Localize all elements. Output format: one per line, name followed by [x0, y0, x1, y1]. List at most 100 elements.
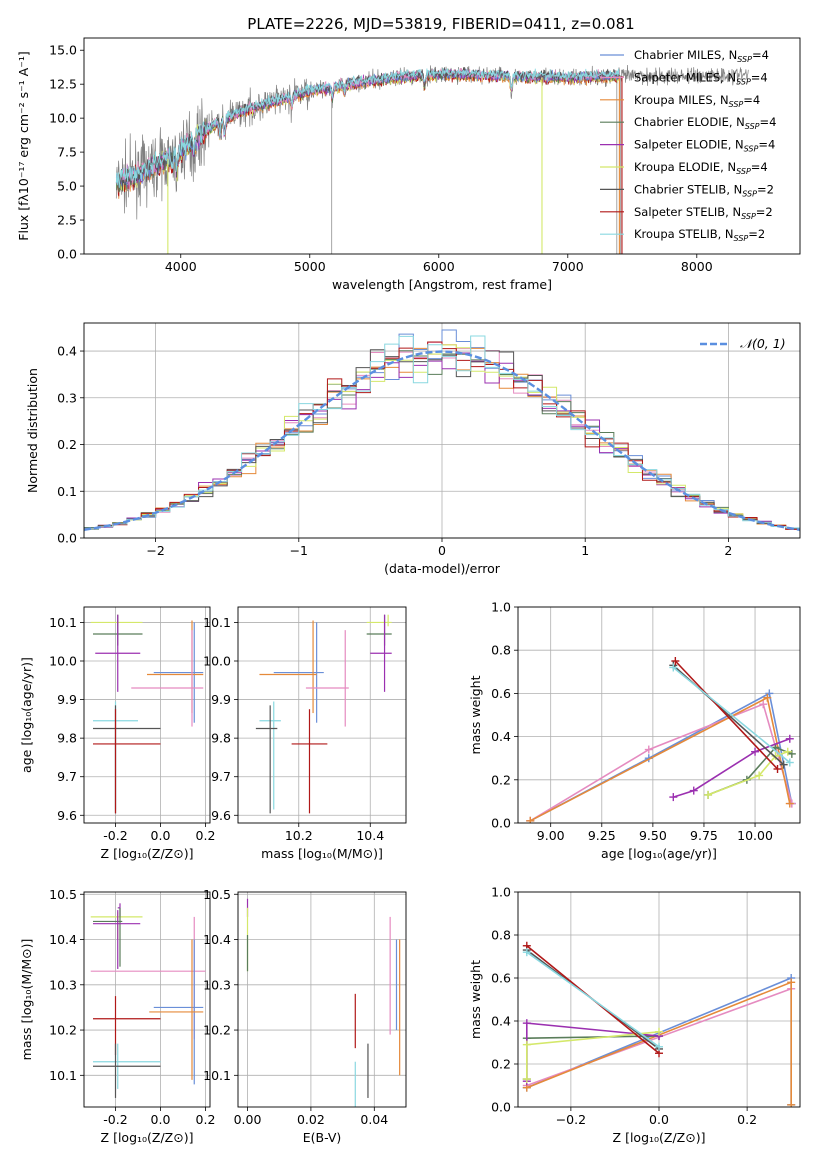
axes-frame	[517, 891, 801, 1108]
legend-label: 𝒩(0, 1)	[740, 336, 786, 351]
y-tick-label: 10.2	[203, 1023, 231, 1038]
y-tick-label: 0.3	[57, 390, 77, 405]
legend-label: Kroupa STELIB, NSSP=2	[634, 227, 765, 243]
axes-frame	[237, 606, 407, 824]
y-tick-label: 9.7	[211, 769, 231, 784]
x-axis-label: Z [log₁₀(Z/Z⊙)]	[101, 1130, 194, 1145]
plot-area	[255, 614, 392, 814]
x-tick-label: 10.2	[285, 828, 313, 843]
y-tick-label: 0.8	[491, 928, 511, 943]
y-tick-label: 10.2	[49, 1023, 77, 1038]
y-tick-label: 0.2	[491, 1057, 511, 1072]
x-tick-label: −0.2	[556, 1112, 586, 1127]
x-axis-label: wavelength [Angstrom, rest frame]	[332, 277, 552, 292]
axes-frame	[237, 891, 407, 1108]
y-tick-label: 1.0	[491, 885, 511, 900]
x-tick-label: 1	[581, 543, 589, 558]
x-tick-label: 9.50	[639, 828, 667, 843]
y-tick-label: 0.0	[57, 247, 77, 262]
y-tick-label: 10.1	[49, 615, 77, 630]
x-tick-label: −2	[146, 543, 164, 558]
x-tick-label: 9.25	[588, 828, 616, 843]
y-tick-label: 0.4	[491, 729, 511, 744]
x-tick-label: 2	[724, 543, 732, 558]
y-tick-label: 0.4	[491, 1014, 511, 1029]
y-axis-label: Normed distribution	[25, 368, 40, 493]
y-tick-label: 10.3	[49, 977, 77, 992]
y-tick-label: 10.5	[203, 887, 231, 902]
y-tick-label: 9.7	[57, 769, 77, 784]
weight-line-kroupa_stelib	[526, 951, 660, 1048]
y-tick-label: 9.9	[211, 692, 231, 707]
y-tick-label: 10.5	[49, 887, 77, 902]
y-tick-label: 0.4	[57, 344, 77, 359]
plot-area	[526, 657, 796, 823]
x-tick-label: 0.2	[737, 1112, 757, 1127]
y-tick-label: 2.5	[57, 213, 77, 228]
y-tick-label: 10.4	[49, 932, 77, 947]
y-tick-label: 10.1	[203, 1068, 231, 1083]
x-axis-label: Z [log₁₀(Z/Z⊙)]	[613, 1130, 706, 1145]
legend-label: Salpeter STELIB, NSSP=2	[634, 205, 773, 221]
y-tick-label: 0.0	[57, 531, 77, 546]
x-tick-label: 0.0	[649, 1112, 669, 1127]
model-spectrum-chabrier_stelib	[115, 66, 620, 192]
weight-line-chabrier_miles	[529, 692, 793, 822]
legend-label: Chabrier ELODIE, NSSP=4	[634, 115, 776, 131]
plot-area	[90, 903, 206, 1098]
y-tick-label: 0.2	[57, 437, 77, 452]
y-tick-label: 0.6	[491, 971, 511, 986]
x-tick-label: 7000	[552, 259, 584, 274]
x-tick-label: 9.00	[537, 828, 565, 843]
normal-curve	[84, 350, 800, 531]
y-axis-label: mass [log₁₀(M/M⊙)]	[19, 939, 34, 1061]
legend-label: Chabrier MILES, NSSP=4	[634, 48, 769, 64]
y-axis-label: Flux [fλ10⁻¹⁷ erg cm⁻² s⁻¹ A⁻¹]	[16, 51, 31, 240]
plot-area	[246, 898, 401, 1107]
y-tick-label: 0.2	[491, 772, 511, 787]
x-axis-label: E(B-V)	[303, 1130, 342, 1145]
x-tick-label: 0.0	[151, 828, 171, 843]
x-tick-label: -0.2	[103, 1112, 127, 1127]
Z-weight-plot: −0.2 0.0 0.2 0.0 0.2 0.4 0.6 0.8 1.0 Z [log₁₀(Z/Z…	[468, 885, 801, 1145]
x-tick-label: 0.2	[196, 1112, 216, 1127]
x-tick-label: 0.0	[151, 1112, 171, 1127]
y-tick-label: 15.0	[49, 43, 77, 58]
y-tick-label: 12.5	[49, 77, 77, 92]
x-tick-label: 10.4	[356, 828, 384, 843]
legend-label: Salpeter ELODIE, NSSP=4	[634, 138, 775, 154]
x-tick-label: 4000	[165, 259, 197, 274]
plot-area	[115, 64, 749, 254]
x-tick-label: -0.2	[103, 828, 127, 843]
y-axis-label: age [log₁₀(age/yr)]	[19, 657, 34, 773]
x-tick-label: 0.2	[196, 828, 216, 843]
legend-label: Kroupa ELODIE, NSSP=4	[634, 160, 768, 176]
y-tick-label: 7.5	[57, 145, 77, 160]
y-tick-label: 10.0	[49, 111, 77, 126]
weight-line-salpeter_elodie	[673, 738, 791, 798]
plot-area	[90, 614, 204, 814]
y-axis-label: mass weight	[468, 675, 483, 754]
axes-frame	[83, 891, 211, 1108]
y-tick-label: 0.0	[491, 816, 511, 831]
weight-line-salpeter_stelib	[674, 660, 779, 770]
axes-frame	[83, 606, 211, 824]
age-weight-plot: 9.00 9.25 9.50 9.75 10.00 0.0 0.2 0.4 0.6 0.8 1.0 a…	[468, 600, 801, 861]
y-tick-label: 1.0	[491, 600, 511, 615]
y-tick-label: 10.4	[203, 932, 231, 947]
mass-age-plot: 10.2 10.4 9.6 9.7 9.8 9.9 10.0 10.1 mass [log₁₀(…	[203, 606, 407, 861]
weight-line-kroupa_elodie	[707, 750, 788, 796]
y-tick-label: 9.6	[211, 808, 231, 823]
x-tick-label: 0.02	[297, 1112, 325, 1127]
x-tick-label: −1	[290, 543, 308, 558]
weight-line-kroupa_miles	[529, 696, 791, 822]
plot-area	[522, 941, 796, 1107]
y-tick-label: 5.0	[57, 179, 77, 194]
y-tick-label: 10.0	[203, 654, 231, 669]
x-tick-label: 10.00	[737, 828, 773, 843]
y-axis-label: mass weight	[468, 960, 483, 1039]
y-tick-label: 9.8	[211, 731, 231, 746]
x-tick-label: 0.04	[360, 1112, 388, 1127]
residuals-plot: −2 −1 0 1 2 0.0 0.1 0.2 0.3 0.4 (data-model)/error…	[25, 322, 801, 576]
x-axis-label: age [log₁₀(age/yr)]	[601, 846, 717, 861]
